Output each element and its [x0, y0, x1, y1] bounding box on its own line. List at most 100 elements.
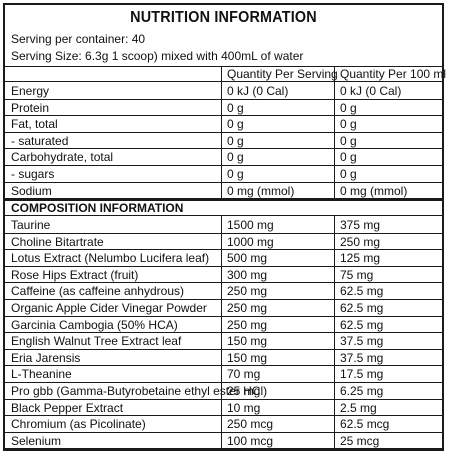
composition-row-rule — [5, 415, 442, 417]
composition-row: Rose Hips Extract (fruit) 300 mg 75 mg — [5, 266, 442, 283]
column-separator-1a — [221, 67, 222, 199]
composition-per-serving: 250 mg — [227, 317, 268, 332]
nutrition-name: Carbohydrate, total — [11, 150, 114, 165]
nutrition-name: Protein — [11, 100, 50, 115]
composition-row: Selenium 100 mcg 25 mcg — [5, 432, 442, 449]
panel-title: NUTRITION INFORMATION — [130, 9, 317, 26]
nutrition-row: Energy 0 kJ (0 Cal) 0 kJ (0 Cal) — [5, 82, 442, 99]
composition-per-100ml: 62.5 mg — [340, 284, 384, 299]
composition-name: Organic Apple Cider Vinegar Powder — [11, 301, 207, 315]
nutrition-per-100ml: 0 g — [340, 133, 357, 148]
nutrition-row-rule — [5, 165, 442, 166]
composition-per-100ml: 62.5 mcg — [340, 417, 390, 432]
nutrition-row-rule — [5, 98, 442, 100]
nutrition-per-serving: 0 mg (mmol) — [227, 183, 295, 198]
composition-per-serving: 150 mg — [227, 334, 268, 349]
composition-row: Organic Apple Cider Vinegar Powder 250 mg… — [5, 299, 442, 316]
composition-row: Black Pepper Extract 10 mg 2.5 mg — [5, 399, 442, 416]
composition-row-rule — [5, 315, 442, 317]
composition-name: Eria Jarensis — [11, 350, 81, 365]
composition-name: Taurine — [11, 218, 51, 232]
composition-row: English Walnut Tree Extract leaf 150 mg 37… — [5, 332, 442, 349]
nutrition-row: Fat, total 0 g 0 g — [5, 115, 442, 132]
composition-per-serving: 1000 mg — [227, 234, 274, 249]
serving-size: Serving Size: 6.3g 1 scoop) mixed with 4… — [11, 49, 304, 63]
composition-name: Selenium — [11, 433, 62, 448]
composition-row-rule — [5, 265, 442, 267]
composition-row-rule — [5, 299, 442, 300]
nutrition-per-100ml: 0 kJ (0 Cal) — [340, 84, 402, 98]
composition-per-serving: 100 mcg — [227, 433, 274, 448]
composition-row: L-Theanine 70 mg 17.5 mg — [5, 365, 442, 382]
nutrition-name: Fat, total — [11, 117, 58, 132]
nutrition-row: - saturated 0 g 0 g — [5, 132, 442, 149]
nutrition-per-serving: 0 g — [227, 117, 244, 132]
composition-per-serving: 250 mg — [227, 284, 268, 299]
nutrition-per-100ml: 0 g — [340, 100, 357, 115]
nutrition-per-serving: 0 g — [227, 133, 244, 148]
nutrition-name: Sodium — [11, 183, 52, 198]
composition-per-100ml: 6.25 mg — [340, 384, 384, 398]
nutrition-per-serving: 0 kJ (0 Cal) — [227, 84, 289, 98]
nutrition-row: Sodium 0 mg (mmol) 0 mg (mmol) — [5, 182, 442, 199]
composition-per-100ml: 250 mg — [340, 234, 381, 249]
nutrition-row-rule — [5, 115, 442, 117]
composition-per-serving: 70 mg — [227, 367, 261, 382]
composition-row: Garcinia Cambogia (50% HCA) 250 mg 62.5 mg — [5, 316, 442, 333]
nutrition-panel: NUTRITION INFORMATION Serving per contai… — [3, 3, 447, 451]
composition-row: Choline Bitartrate 1000 mg 250 mg — [5, 233, 442, 250]
composition-row: Taurine 1500 mg 375 mg — [5, 216, 442, 233]
composition-row: Chromium (as Picolinate) 250 mcg 62.5 mcg — [5, 415, 442, 432]
composition-row-rule — [5, 431, 442, 433]
composition-per-100ml: 75 mg — [340, 267, 374, 282]
composition-name-note: (Gamma-Butyrobetaine ethyl ester HCl) — [53, 384, 268, 398]
nutrition-per-100ml: 0 g — [340, 117, 357, 132]
composition-per-serving: 250 mcg — [227, 417, 274, 432]
nutrition-per-100ml: 0 mg (mmol) — [340, 183, 408, 198]
composition-row: Pro gbb (Gamma-Butyrobetaine ethyl ester… — [5, 382, 442, 399]
composition-name: Chromium (as Picolinate) — [11, 417, 146, 432]
nutrition-name: - saturated — [11, 133, 69, 148]
composition-name: Pro gbb (Gamma-Butyrobetaine ethyl ester… — [11, 384, 268, 398]
servings-per-container: Serving per container: 40 — [11, 32, 146, 46]
composition-per-serving: 10 mg — [227, 400, 261, 415]
header-bottom-rule — [5, 81, 442, 82]
composition-per-100ml: 25 mcg — [340, 433, 380, 448]
composition-per-serving: 300 mg — [227, 267, 268, 282]
composition-row-rule — [5, 282, 442, 284]
composition-per-100ml: 37.5 mg — [340, 334, 384, 349]
composition-row-rule — [5, 249, 442, 251]
composition-per-serving: 500 mg — [227, 251, 268, 266]
nutrition-row-rule — [5, 181, 442, 183]
composition-row-rule — [5, 332, 442, 334]
composition-name: Lotus Extract (Nelumbo Lucifera leaf) — [11, 251, 210, 266]
nutrition-per-100ml: 0 g — [340, 150, 357, 165]
composition-name: L-Theanine — [11, 367, 72, 382]
composition-row: Caffeine (as caffeine anhydrous) 250 mg 62… — [5, 282, 442, 299]
composition-name: Choline Bitartrate — [11, 234, 104, 249]
nutrition-per-serving: 0 g — [227, 150, 244, 165]
column-header-per-100ml: Quantity Per 100 ml — [340, 67, 447, 81]
composition-row-rule — [5, 348, 442, 350]
composition-name: English Walnut Tree Extract leaf — [11, 334, 182, 349]
composition-per-100ml: 62.5 mg — [340, 317, 384, 332]
composition-row-rule — [5, 382, 442, 383]
composition-per-100ml: 125 mg — [340, 251, 381, 266]
composition-per-100ml: 62.5 mg — [340, 301, 384, 315]
composition-header-rule — [5, 215, 442, 216]
composition-per-serving: 150 mg — [227, 350, 268, 365]
composition-row: Lotus Extract (Nelumbo Lucifera leaf) 500… — [5, 249, 442, 266]
nutrition-row-rule — [5, 148, 442, 150]
nutrition-row: - sugars 0 g 0 g — [5, 165, 442, 182]
section-divider — [5, 198, 442, 201]
composition-per-100ml: 17.5 mg — [340, 367, 384, 382]
composition-name: Black Pepper Extract — [11, 400, 124, 415]
composition-title: COMPOSITION INFORMATION — [11, 201, 184, 215]
header-top-rule — [5, 66, 442, 67]
composition-per-100ml: 37.5 mg — [340, 350, 384, 365]
composition-row-rule — [5, 365, 442, 367]
composition-row-rule — [5, 398, 442, 400]
nutrition-row-rule — [5, 131, 442, 133]
composition-per-serving: 25 mg — [227, 384, 261, 398]
composition-per-100ml: 375 mg — [340, 218, 381, 232]
